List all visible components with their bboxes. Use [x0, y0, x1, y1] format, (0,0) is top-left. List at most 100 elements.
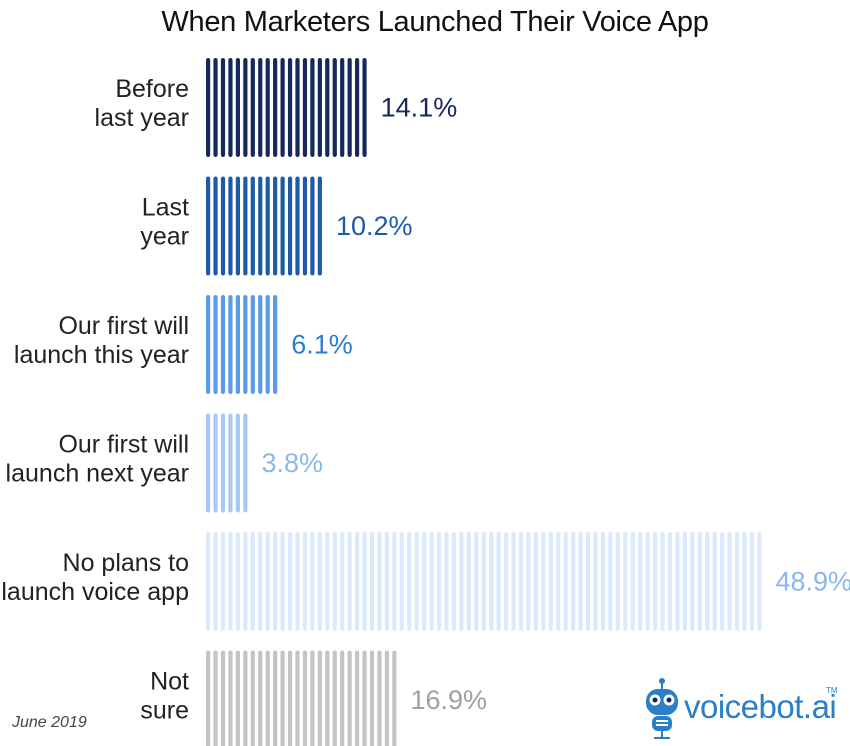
bar-stripe	[451, 532, 457, 631]
category-label: Not sure	[140, 668, 189, 725]
bar-stripe	[302, 176, 308, 276]
bar-stripe	[325, 532, 330, 631]
category-label: Our first will launch next year	[6, 431, 189, 488]
bar-stripe	[355, 58, 360, 157]
bar-stripe	[362, 532, 367, 631]
bar-stripe	[638, 532, 643, 631]
bar-stripe	[630, 532, 635, 631]
category-label-line: year	[140, 223, 189, 251]
bar-stripe	[228, 532, 233, 631]
category-label: No plans to launch voice app	[1, 549, 189, 606]
bar-stripe	[369, 532, 375, 631]
bar-stripe	[273, 295, 278, 394]
bar-stripe	[220, 58, 226, 157]
bar-stripe	[265, 58, 270, 157]
bar-stripe	[287, 650, 293, 746]
bar-stripe	[600, 532, 606, 631]
value-label: 48.9%	[776, 567, 850, 597]
category-label-line: Our first will	[58, 312, 189, 340]
bar-stripe	[422, 532, 427, 631]
bar-stripe	[511, 532, 516, 631]
bar-stripe	[310, 58, 315, 157]
bar-stripe	[384, 532, 389, 631]
bar-row-3: 3.8% Our first will launch next year	[6, 413, 323, 513]
bar-stripe	[585, 532, 591, 631]
bar-stripe	[340, 650, 345, 746]
bar-stripe	[295, 532, 300, 631]
category-label: Last year	[140, 194, 189, 251]
bar-stripe	[436, 532, 442, 631]
bar-stripe	[355, 650, 360, 746]
bar-stripe	[265, 650, 270, 746]
footnote-date: June 2019	[12, 714, 87, 731]
bar-stripe	[682, 532, 687, 631]
bar-stripe	[407, 532, 412, 631]
bar-stripe	[235, 650, 240, 746]
bar-stripe	[243, 176, 248, 276]
logo-trademark: TM	[826, 686, 838, 695]
bar-stripe	[213, 295, 218, 394]
category-label-line: Before	[115, 75, 189, 103]
category-label-line: Our first will	[58, 431, 189, 459]
bar-stripe	[220, 176, 226, 276]
bar-stripe	[481, 532, 486, 631]
bar-stripe	[265, 295, 270, 394]
bar-row-1: 10.2% Last year	[140, 176, 413, 276]
bar-stripe	[444, 532, 449, 631]
bar-stripe	[347, 650, 352, 746]
bar-stripe	[332, 58, 337, 157]
bar-stripe	[742, 532, 747, 631]
bar-stripe	[273, 532, 278, 631]
bar-stripe	[213, 532, 218, 631]
bar-stripe	[518, 532, 524, 631]
bar-stripe	[243, 295, 248, 394]
bar-stripe	[265, 176, 270, 276]
bar-stripe	[608, 532, 613, 631]
bar-stripe	[727, 532, 732, 631]
chart-title: When Marketers Launched Their Voice App	[161, 6, 709, 38]
bar-stripe	[235, 413, 240, 513]
bar-stripe	[541, 532, 546, 631]
value-label: 14.1%	[381, 93, 458, 123]
bar-stripe	[206, 532, 211, 631]
bar-stripe	[243, 413, 248, 513]
bar-stripe	[392, 532, 397, 631]
bar-stripe	[653, 532, 658, 631]
bar-stripe	[504, 532, 509, 631]
bar-stripe	[757, 532, 762, 631]
bar-stripe	[228, 413, 233, 513]
category-label-line: launch voice app	[1, 578, 189, 606]
bar-stripe	[712, 532, 717, 631]
category-label-line: launch this year	[14, 341, 189, 369]
bar-stripe	[243, 58, 248, 157]
bar-stripe	[578, 532, 583, 631]
bar-stripe	[235, 58, 240, 157]
bar-3	[206, 413, 248, 513]
bar-stripe	[317, 532, 322, 631]
bar-stripe	[235, 532, 240, 631]
bar-stripe	[258, 650, 263, 746]
bar-row-4: 48.9% No plans to launch voice app	[1, 532, 850, 631]
bar-stripe	[429, 532, 434, 631]
bar-stripe	[317, 58, 322, 157]
bar-stripe	[593, 532, 598, 631]
bar-stripe	[220, 295, 226, 394]
bar-stripe	[273, 650, 278, 746]
bar-stripe	[258, 532, 263, 631]
bar-stripe	[362, 650, 367, 746]
bar-stripe	[287, 176, 293, 276]
bar-stripe	[228, 176, 233, 276]
category-label-line: Not	[150, 668, 189, 696]
bar-stripe	[280, 58, 285, 157]
bar-stripe	[310, 650, 315, 746]
bar-stripe	[243, 532, 248, 631]
bar-stripe	[705, 532, 710, 631]
bar-stripe	[556, 532, 561, 631]
bar-stripe	[660, 532, 665, 631]
bar-stripe	[571, 532, 576, 631]
bar-row-5: 16.9% Not sure	[140, 650, 487, 746]
bar-stripe	[206, 58, 211, 157]
bar-stripe	[734, 532, 740, 631]
bar-stripe	[377, 532, 382, 631]
bar-stripe	[623, 532, 628, 631]
